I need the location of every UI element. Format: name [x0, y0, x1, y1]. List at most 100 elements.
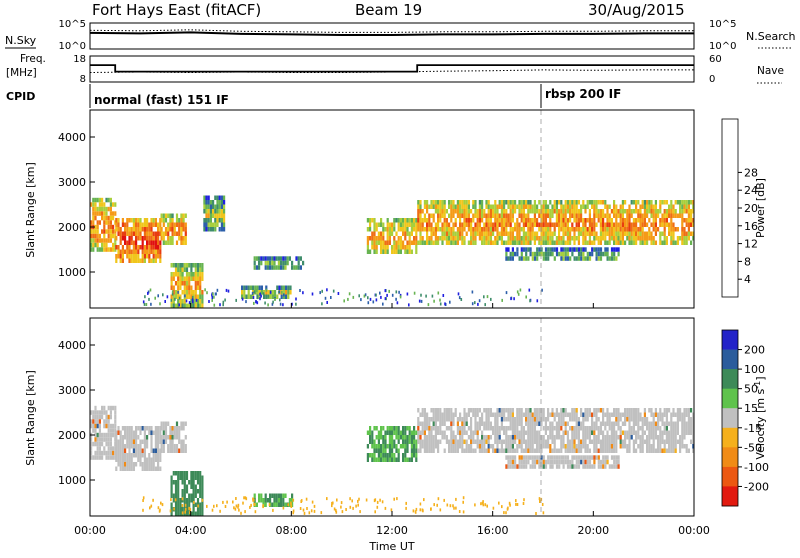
echo-cell-2-6-658: [282, 294, 285, 299]
echo-cell-2-8-1558: [617, 227, 620, 232]
echo-cell-2-8-987: [465, 200, 468, 205]
scatter-cell-2-97: [162, 293, 164, 297]
scatter-cell-3-108: [157, 506, 160, 510]
echo-cell-2-8-900: [441, 231, 444, 236]
echo-cell-2-8-1380: [566, 240, 569, 245]
echo-cell-2-4-496: [205, 222, 208, 227]
scatter-cell-2-138: [192, 300, 194, 304]
echo-cell-2-3-458: [196, 272, 200, 277]
echo-cell-2-1-254: [152, 231, 155, 236]
echo-cell-3-6-661: [417, 439, 420, 444]
echo-cell-3-6-1414: [630, 426, 633, 431]
echo-cell-2-8-1333: [555, 222, 558, 227]
echo-cell-3-3-372: [177, 471, 180, 476]
echo-cell-3-6-1341: [608, 448, 611, 453]
echo-cell-2-7-703: [380, 231, 383, 236]
echo-cell-2-8-1707: [659, 204, 662, 209]
echo-cell-3-6-1375: [619, 417, 622, 422]
echo-cell-2-8-995: [467, 204, 470, 209]
echo-cell-2-8-1296: [544, 240, 547, 245]
echo-cell-2-6-665: [289, 285, 292, 290]
echo-cell-2-8-1247: [533, 204, 536, 209]
echo-cell-3-6-1261: [586, 435, 589, 440]
echo-cell-2-8-1274: [540, 231, 543, 236]
echo-cell-2-0-101: [112, 229, 115, 234]
echo-cell-3-6-1555: [670, 435, 673, 440]
echo-cell-2-8-1614: [632, 218, 635, 223]
echo-cell-2-1-172: [130, 258, 133, 263]
echo-cell-2-5-588: [280, 260, 283, 266]
echo-cell-2-8-1284: [542, 231, 545, 236]
echo-cell-3-6-1198: [571, 412, 574, 417]
echo-cell-2-3-455: [194, 303, 197, 308]
echo-cell-3-6-1547: [668, 439, 671, 444]
echo-cell-2-8-1180: [516, 222, 519, 227]
echo-cell-2-8-1529: [608, 236, 611, 241]
echo-cell-3-6-1021: [520, 430, 523, 435]
scatter-cell-3-4: [365, 498, 368, 502]
echo-cell-3-7-1676: [538, 464, 541, 469]
echo-cell-3-6-848: [472, 435, 475, 440]
echo-cell-2-7-802: [415, 222, 418, 227]
echo-cell-3-6-1460: [643, 421, 646, 426]
echo-cell-2-8-1044: [481, 213, 484, 218]
echo-cell-2-8-1500: [602, 209, 605, 214]
echo-cell-3-6-1139: [553, 412, 556, 417]
echo-cell-2-8-960: [459, 200, 462, 205]
echo-cell-2-7-673: [369, 218, 372, 223]
echo-cell-3-0-93: [109, 450, 112, 456]
echo-cell-3-6-1294: [595, 448, 598, 453]
echo-cell-2-4-525: [214, 227, 217, 232]
echo-cell-3-4-505: [284, 502, 287, 507]
scatter-cell-3-3: [181, 511, 184, 515]
echo-cell-3-6-886: [483, 439, 486, 444]
scatter-cell-2-137: [444, 302, 446, 306]
echo-cell-3-0-34: [96, 446, 99, 451]
echo-cell-3-5-584: [391, 448, 394, 453]
echo-cell-3-7-1677: [540, 455, 543, 460]
echo-cell-3-6-702: [428, 448, 431, 453]
echo-cell-2-4-502: [207, 213, 210, 218]
echo-cell-3-0-55: [101, 455, 104, 460]
echo-cell-3-0-71: [105, 450, 108, 456]
echo-cell-3-7-1651: [518, 459, 521, 465]
echo-cell-2-8-975: [461, 231, 464, 236]
echo-cell-3-6-753: [443, 430, 446, 435]
echo-cell-2-8-1821: [692, 222, 695, 227]
echo-cell-2-8-1504: [602, 227, 605, 232]
scatter-cell-2-115: [245, 300, 247, 304]
echo-cell-2-8-944: [452, 240, 455, 245]
echo-cell-3-5-576: [388, 448, 391, 453]
echo-cell-2-9-1892: [571, 247, 574, 252]
echo-cell-2-0-74: [105, 238, 108, 243]
echo-cell-2-9-1881: [562, 247, 565, 252]
echo-cell-3-7-1705: [562, 464, 565, 469]
echo-cell-2-8-854: [428, 240, 431, 245]
echo-cell-2-8-1669: [646, 236, 649, 241]
echo-cell-3-6-1191: [569, 412, 572, 417]
scatter-cell-2-130: [528, 288, 531, 292]
echo-cell-2-5-563: [258, 265, 261, 270]
scatter-cell-3-35: [332, 501, 334, 505]
echo-cell-2-8-1074: [487, 236, 490, 241]
echo-cell-3-6-1049: [527, 448, 530, 453]
scatter-cell-2-152: [439, 298, 441, 302]
echo-cell-2-8-1415: [577, 209, 580, 214]
echo-cell-3-6-1402: [628, 412, 631, 417]
echo-cell-2-7-676: [369, 236, 372, 241]
echo-cell-3-6-1433: [635, 448, 638, 453]
echo-cell-2-8-1297: [547, 204, 550, 209]
velocity-colorbar-swatch-7: [722, 466, 738, 487]
echo-cell-3-6-1041: [527, 412, 530, 417]
echo-cell-2-5-570: [266, 256, 269, 261]
echo-cell-2-8-1020: [474, 213, 477, 218]
echo-cell-2-8-1697: [654, 213, 657, 218]
echo-cell-3-6-1077: [533, 448, 536, 453]
echo-cell-2-9-1862: [542, 256, 545, 261]
echo-cell-2-8-1560: [617, 236, 620, 241]
echo-cell-2-0-19: [92, 247, 95, 252]
echo-cell-3-7-1655: [520, 464, 523, 469]
echo-cell-2-8-1225: [527, 222, 530, 227]
echo-cell-3-6-944: [500, 417, 503, 422]
